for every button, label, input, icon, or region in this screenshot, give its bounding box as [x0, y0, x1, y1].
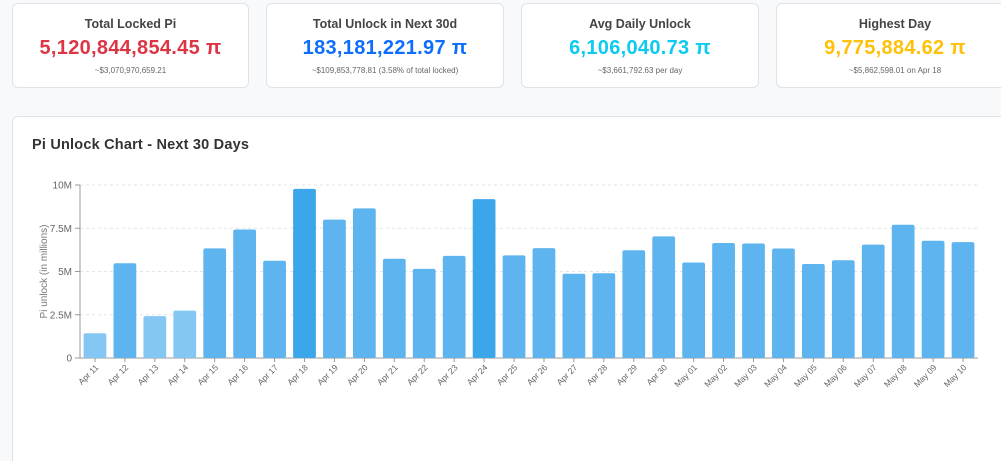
stat-value: 6,106,040.73 π	[569, 37, 711, 59]
bar-apr-12[interactable]	[113, 263, 137, 358]
chart-title: Pi Unlock Chart - Next 30 Days	[32, 137, 250, 153]
bar-apr-29[interactable]	[622, 250, 646, 358]
bar-may-04[interactable]	[772, 248, 795, 358]
x-tick-label: Apr 19	[315, 362, 340, 387]
bar-apr-22[interactable]	[412, 268, 436, 358]
x-tick-label: Apr 18	[285, 362, 310, 387]
x-tick-label: Apr 16	[225, 362, 250, 387]
x-tick-label: May 04	[762, 362, 789, 389]
bar-may-05[interactable]	[801, 264, 825, 358]
bar-apr-24[interactable]	[472, 199, 496, 358]
stat-card-total-locked: Total Locked Pi 5,120,844,854.45 π ~$3,0…	[12, 3, 249, 88]
bar-apr-18[interactable]	[293, 188, 316, 358]
x-tick-label: May 08	[882, 362, 909, 389]
y-tick-label: 5M	[58, 267, 72, 278]
x-tick-label: Apr 26	[525, 362, 550, 387]
x-tick-label: May 01	[672, 362, 699, 389]
stat-value: 9,775,884.62 π	[824, 37, 966, 59]
bar-apr-21[interactable]	[382, 258, 406, 358]
x-tick-label: Apr 27	[555, 362, 580, 387]
x-tick-label: May 02	[702, 362, 729, 389]
x-tick-label: Apr 28	[584, 362, 609, 387]
stat-value: 5,120,844,854.45 π	[39, 37, 222, 59]
x-tick-label: Apr 22	[405, 362, 430, 387]
bar-apr-30[interactable]	[652, 236, 676, 358]
bar-apr-13[interactable]	[143, 316, 167, 358]
x-tick-label: May 10	[942, 362, 969, 389]
bar-may-09[interactable]	[921, 240, 945, 358]
bar-may-02[interactable]	[712, 242, 735, 358]
stat-value: 183,181,221.97 π	[302, 37, 468, 59]
y-tick-label: 0	[66, 354, 72, 365]
x-tick-label: May 03	[732, 362, 759, 389]
bar-may-08[interactable]	[891, 224, 915, 358]
x-tick-label: Apr 20	[345, 362, 370, 387]
stat-title: Total Locked Pi	[84, 17, 177, 31]
x-tick-label: Apr 21	[375, 362, 400, 387]
bar-may-03[interactable]	[742, 243, 765, 358]
x-tick-label: Apr 29	[614, 362, 639, 387]
y-tick-label: 7.5M	[50, 224, 72, 235]
bar-apr-27[interactable]	[562, 273, 586, 358]
y-axis-label: Pi unlock (in millions)	[39, 225, 50, 319]
bar-may-01[interactable]	[682, 262, 706, 358]
bar-apr-25[interactable]	[502, 255, 526, 358]
x-tick-label: Apr 24	[465, 362, 490, 387]
stat-subtext: ~$109,853,778.81 (3.58% of total locked)	[311, 66, 459, 75]
x-tick-label: May 09	[912, 362, 939, 389]
bar-apr-11[interactable]	[83, 333, 107, 358]
y-tick-label: 2.5M	[50, 310, 72, 321]
x-tick-label: Apr 12	[106, 362, 131, 387]
stat-subtext: ~$3,661,792.63 per day	[597, 66, 683, 75]
stat-title: Avg Daily Unlock	[589, 17, 691, 31]
x-tick-label: Apr 13	[135, 362, 160, 387]
bar-apr-23[interactable]	[442, 255, 466, 358]
stat-card-total-unlock: Total Unlock in Next 30d 183,181,221.97 …	[266, 3, 504, 88]
stat-subtext: ~$5,862,598.01 on Apr 18	[848, 66, 942, 75]
stat-title: Highest Day	[858, 17, 932, 31]
bar-may-06[interactable]	[831, 260, 855, 358]
x-tick-label: Apr 14	[165, 362, 190, 387]
x-tick-label: May 06	[822, 362, 849, 389]
stat-card-highest-day: Highest Day 9,775,884.62 π ~$5,862,598.0…	[776, 3, 1001, 88]
x-tick-label: Apr 23	[435, 362, 460, 387]
x-tick-label: May 07	[852, 362, 879, 389]
bar-apr-26[interactable]	[532, 248, 556, 358]
bar-may-07[interactable]	[861, 244, 885, 358]
x-tick-label: Apr 30	[644, 362, 669, 387]
bar-apr-17[interactable]	[263, 260, 286, 358]
bar-apr-19[interactable]	[323, 219, 346, 358]
stat-card-avg-daily: Avg Daily Unlock 6,106,040.73 π ~$3,661,…	[521, 3, 759, 88]
x-tick-label: Apr 17	[255, 362, 280, 387]
stat-title: Total Unlock in Next 30d	[312, 17, 458, 31]
bar-apr-20[interactable]	[352, 208, 376, 358]
bar-may-10[interactable]	[951, 242, 975, 358]
bar-apr-14[interactable]	[173, 310, 197, 358]
unlock-bar-chart: 0 2.5M 5M 7.5M 10M Pi unlock (in millions) Apr…	[39, 181, 978, 389]
stat-subtext: ~$3,070,970,659.21	[94, 66, 167, 75]
x-tick-label: Apr 11	[76, 362, 101, 387]
bar-apr-28[interactable]	[592, 273, 616, 358]
bar-apr-16[interactable]	[233, 229, 257, 358]
x-tick-label: May 05	[792, 362, 819, 389]
x-tick-label: Apr 15	[195, 362, 220, 387]
x-tick-label: Apr 25	[495, 362, 520, 387]
bar-apr-15[interactable]	[203, 248, 227, 358]
chart-card: Pi Unlock Chart - Next 30 Days 0 2.5M 5M 7.…	[12, 116, 1001, 461]
y-tick-label: 10M	[53, 181, 72, 192]
